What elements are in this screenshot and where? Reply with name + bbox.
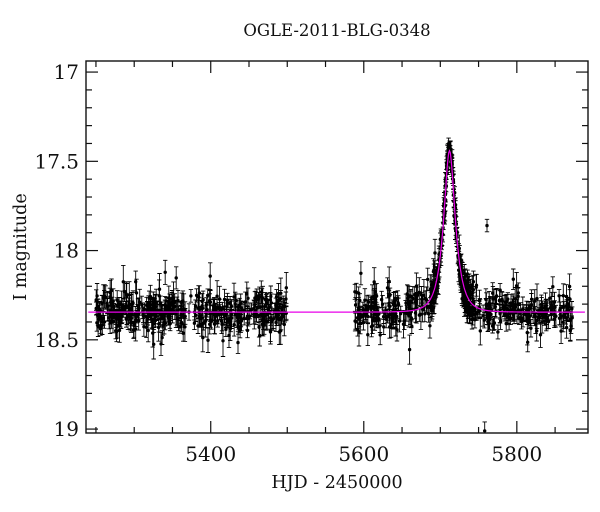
y-tick-label: 19 [54, 417, 79, 441]
data-points-group [94, 137, 575, 433]
error-bars [94, 137, 575, 433]
microlensing-model-curve [88, 149, 585, 313]
x-axis-label: HJD - 2450000 [271, 473, 402, 493]
plot-frame [85, 60, 589, 434]
x-tick-label: 5400 [185, 442, 236, 466]
plot-title: OGLE-2011-BLG-0348 [243, 21, 430, 40]
y-tick-label: 18.5 [34, 328, 79, 352]
x-tick-label: 5600 [338, 442, 389, 466]
x-tick-label: 5800 [491, 442, 542, 466]
axis-ticks [86, 61, 588, 433]
y-axis-label: I magnitude [11, 193, 31, 300]
y-tick-label: 17.5 [34, 149, 79, 173]
model-curve-group [88, 149, 585, 313]
y-tick-label: 18 [54, 239, 79, 263]
data-points [94, 142, 574, 433]
frame-rect [85, 60, 589, 434]
axis-tick-labels: 5400 5600 5800 17 17.5 18 18.5 19 [34, 60, 542, 466]
y-tick-label: 17 [54, 60, 79, 84]
